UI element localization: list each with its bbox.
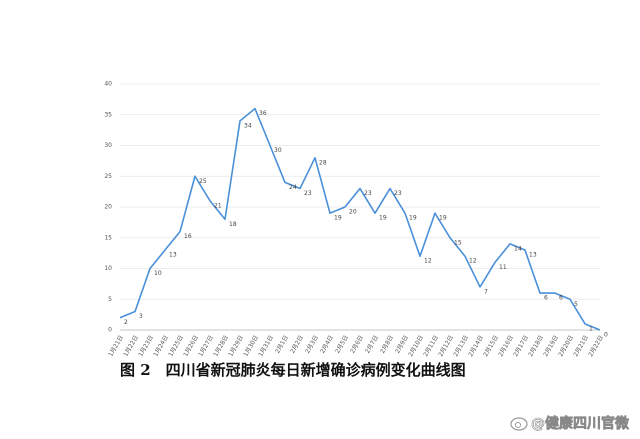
- x-tick-label: 2月2日: [289, 334, 305, 355]
- x-tick-label: 2月1日: [274, 334, 290, 355]
- data-label: 7: [484, 288, 488, 295]
- data-label: 21: [214, 202, 222, 209]
- data-label: 6: [559, 295, 563, 302]
- data-label: 1: [589, 325, 593, 332]
- data-label: 15: [454, 239, 462, 246]
- x-tick-label: 2月7日: [364, 334, 380, 355]
- x-tick-label: 2月5日: [334, 334, 350, 355]
- data-label: 18: [229, 221, 237, 228]
- data-label: 23: [304, 190, 312, 197]
- y-tick-label: 25: [104, 173, 112, 180]
- x-tick-label: 2月3日: [304, 334, 320, 355]
- y-tick-label: 15: [104, 234, 112, 241]
- data-label: 30: [274, 147, 282, 154]
- data-label: 0: [604, 332, 608, 339]
- y-tick-label: 10: [104, 265, 112, 272]
- x-tick-label: 2月8日: [379, 334, 395, 355]
- y-tick-label: 0: [108, 327, 112, 334]
- data-line: [119, 107, 601, 331]
- data-label: 13: [169, 252, 177, 259]
- data-label: 25: [199, 178, 207, 185]
- y-tick-label: 30: [104, 142, 112, 149]
- data-label: 20: [349, 209, 357, 216]
- data-label: 10: [154, 270, 162, 277]
- data-label: 12: [469, 258, 477, 265]
- chart-caption: 图 2 四川省新冠肺炎每日新增确诊病例变化曲线图: [120, 361, 466, 379]
- data-label: 5: [574, 301, 578, 308]
- y-tick-label: 40: [104, 81, 112, 88]
- data-label: 14: [514, 245, 522, 252]
- x-tick-label: 2月4日: [319, 334, 335, 355]
- data-label: 19: [439, 215, 447, 222]
- data-label: 19: [409, 215, 417, 222]
- data-label: 11: [499, 264, 507, 271]
- y-tick-label: 35: [104, 111, 112, 118]
- data-label: 16: [184, 233, 192, 240]
- data-label: 36: [259, 110, 267, 117]
- data-label: 23: [364, 190, 372, 197]
- data-label: 23: [394, 190, 402, 197]
- y-tick-label: 5: [108, 296, 112, 303]
- data-label: 19: [334, 215, 342, 222]
- data-label: 28: [319, 159, 327, 166]
- data-label: 12: [424, 258, 432, 265]
- data-label: 24: [289, 184, 297, 191]
- data-label: 2: [124, 319, 128, 326]
- watermark: @健康四川官微: [531, 415, 630, 432]
- data-label: 34: [244, 122, 252, 129]
- weibo-icon: [510, 417, 528, 431]
- y-tick-label: 20: [104, 204, 112, 211]
- data-label: 13: [529, 252, 537, 259]
- x-tick-label: 2月6日: [349, 334, 365, 355]
- data-label: 19: [379, 215, 387, 222]
- x-tick-label: 2月9日: [394, 334, 410, 355]
- data-label: 3: [139, 313, 143, 320]
- data-label: 6: [544, 295, 548, 302]
